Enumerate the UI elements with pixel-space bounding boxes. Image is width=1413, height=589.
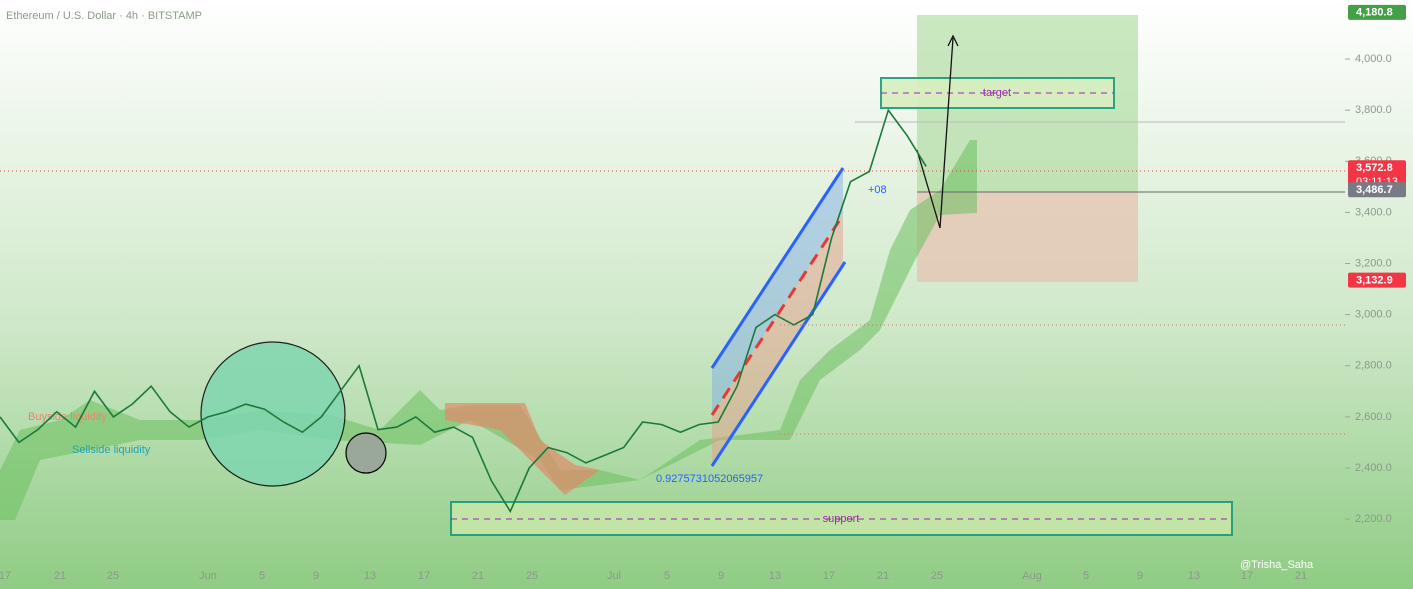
x-tick-label: 9 — [718, 570, 724, 582]
price-tag — [1348, 182, 1406, 198]
target-label: target — [983, 87, 1011, 99]
price-line — [0, 108, 927, 514]
y-tick-label: 2,800.0 — [1355, 360, 1392, 372]
x-tick-label: 21 — [1295, 570, 1307, 582]
x-tick-label: 25 — [107, 570, 119, 582]
price-tag-label: 3,132.9 — [1356, 275, 1393, 287]
x-tick-label: 17 — [823, 570, 835, 582]
x-tick-label: 17 — [0, 570, 11, 582]
watermark: @Trisha_Saha — [1240, 559, 1314, 571]
x-tick-label: 5 — [1083, 570, 1089, 582]
price-tag — [1348, 272, 1406, 288]
x-tick-label: 5 — [664, 570, 670, 582]
price-tag-label: 3,572.8 — [1356, 162, 1393, 174]
y-tick-label: 2,400.0 — [1355, 462, 1392, 474]
x-tick-label: Aug — [1022, 570, 1042, 582]
projection-arrow — [916, 37, 954, 229]
y-tick-label: 3,800.0 — [1355, 104, 1392, 116]
x-tick-label: Jun — [199, 570, 217, 582]
x-tick-label: 25 — [526, 570, 538, 582]
x-tick-label: 21 — [877, 570, 889, 582]
y-tick-label: 3,000.0 — [1355, 309, 1392, 321]
price-tag-label: 3,486.7 — [1356, 184, 1393, 196]
x-tick-label: 17 — [418, 570, 430, 582]
offset-label: +08 — [868, 184, 887, 196]
circle-highlight — [345, 432, 387, 474]
x-tick-label: 9 — [313, 570, 319, 582]
x-tick-label: 9 — [1137, 570, 1143, 582]
x-tick-label: 25 — [931, 570, 943, 582]
x-tick-label: 13 — [1188, 570, 1200, 582]
x-tick-label: 21 — [54, 570, 66, 582]
x-tick-label: 21 — [472, 570, 484, 582]
support-label: support — [823, 513, 860, 525]
channel-line — [710, 261, 847, 467]
arrow-head — [947, 34, 959, 47]
channel-line — [710, 167, 845, 369]
channel-upper — [712, 168, 843, 415]
y-tick-label: 2,600.0 — [1355, 411, 1392, 423]
y-tick-label: 4,000.0 — [1355, 53, 1392, 65]
x-tick-label: 17 — [1241, 570, 1253, 582]
cloud-red — [445, 403, 600, 495]
price-tag-label: 4,180.8 — [1356, 7, 1393, 19]
channel-lower — [712, 215, 843, 466]
x-tick-label: Jul — [607, 570, 621, 582]
y-tick-label: 3,400.0 — [1355, 206, 1392, 218]
price-tag — [1348, 4, 1406, 20]
fib-label: 0.9275731052065957 — [656, 473, 763, 485]
y-tick-label: 3,200.0 — [1355, 257, 1392, 269]
x-tick-label: 5 — [259, 570, 265, 582]
y-tick-label: 2,200.0 — [1355, 513, 1392, 525]
x-tick-label: 13 — [364, 570, 376, 582]
chart-title: Ethereum / U.S. Dollar · 4h · BITSTAMP — [6, 10, 202, 22]
x-tick-label: 13 — [769, 570, 781, 582]
sellside-label: Sellside liquidity — [72, 444, 151, 456]
